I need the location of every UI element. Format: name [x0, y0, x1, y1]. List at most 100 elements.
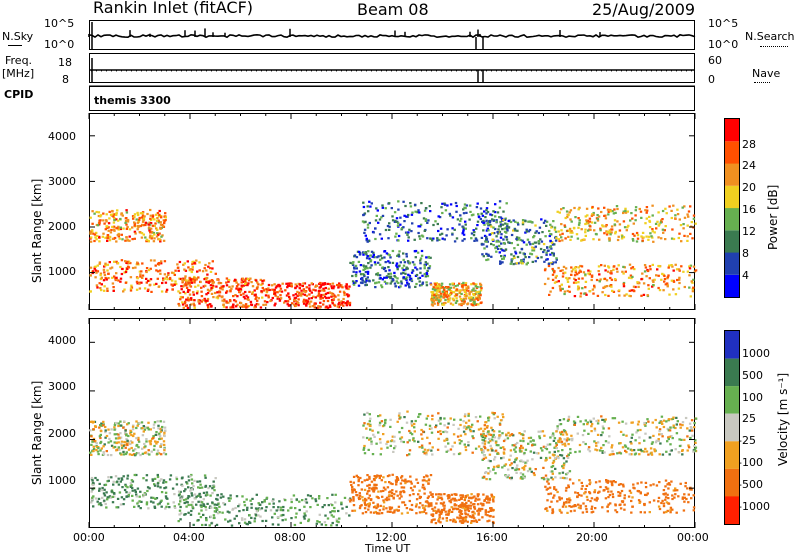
power-cell [470, 290, 473, 293]
power-cell [462, 297, 466, 300]
velocity-range-tick-1000: 1000 [48, 474, 76, 487]
power-cell [608, 229, 611, 232]
power-cell [557, 238, 560, 241]
velocity-cell [596, 449, 599, 452]
velocity-cell [474, 416, 478, 419]
power-cell [475, 206, 479, 209]
velocity-cell [604, 497, 608, 500]
velocity-cell [481, 516, 484, 519]
power-cell [595, 233, 598, 236]
power-cell [629, 274, 633, 277]
power-cell [365, 237, 368, 240]
power-cell [371, 255, 374, 258]
power-cell [259, 306, 263, 309]
power-cell [161, 225, 165, 228]
velocity-cell [486, 432, 489, 435]
velocity-cell [389, 418, 392, 421]
power-cell [651, 228, 654, 231]
power-cell [369, 254, 372, 257]
velocity-cell [586, 423, 589, 426]
power-cell [395, 262, 399, 265]
velocity-cell [152, 435, 155, 438]
velocity-cell [675, 423, 678, 426]
velocity-cell [674, 493, 677, 496]
power-cell [197, 276, 200, 279]
velocity-cell [122, 498, 126, 501]
power-cell [126, 220, 130, 223]
power-cell [273, 288, 276, 291]
power-cell [424, 275, 427, 278]
power-cell [559, 269, 562, 272]
velocity-cell [497, 465, 500, 469]
velocity-cell [335, 518, 338, 521]
velocity-cell [166, 497, 169, 500]
power-cell [568, 229, 571, 232]
velocity-cell [462, 505, 466, 508]
power-cell [516, 229, 519, 232]
power-cell [163, 215, 166, 218]
power-cell [213, 291, 217, 295]
power-cell [686, 235, 689, 238]
power-cell [610, 231, 613, 234]
velocity-cell [565, 473, 568, 476]
power-cell [241, 305, 244, 308]
velocity-cell [453, 504, 456, 507]
power-cell [362, 213, 366, 216]
velocity-cell [665, 420, 668, 423]
velocity-cell [487, 441, 490, 444]
velocity-cell [111, 501, 115, 504]
velocity-cell [128, 491, 131, 494]
velocity-cell [490, 438, 494, 441]
velocity-cell [580, 487, 583, 490]
velocity-cell [259, 503, 262, 506]
velocity-cell [671, 437, 674, 440]
power-cell [414, 285, 417, 288]
velocity-cell [497, 464, 500, 467]
power-cell [391, 277, 394, 281]
power-cell [657, 211, 660, 214]
velocity-cell [372, 488, 376, 491]
velocity-cell [557, 440, 560, 443]
power-cell [655, 227, 658, 230]
power-cell [610, 270, 613, 273]
power-cell [93, 212, 96, 215]
velocity-cell [219, 496, 223, 499]
velocity-cell [99, 433, 102, 436]
power-cell [439, 233, 442, 236]
velocity-cell [666, 493, 669, 496]
power-cell [185, 279, 188, 282]
power-cell [585, 222, 588, 225]
velocity-cell [120, 496, 124, 499]
velocity-cell [572, 505, 575, 508]
power-cell [471, 296, 475, 300]
power-cell [580, 228, 583, 231]
velocity-cell [482, 454, 486, 457]
velocity-cell [487, 472, 490, 475]
power-cell [437, 215, 440, 218]
velocity-cell [561, 430, 564, 433]
power-cell [296, 285, 299, 288]
power-cell [153, 233, 156, 236]
power-cell [294, 283, 297, 286]
velocity-cell [401, 479, 404, 482]
power-cell [664, 207, 667, 210]
power-cell [418, 276, 422, 279]
velocity-cell [100, 504, 103, 507]
velocity-cell [183, 501, 186, 505]
power-cell [441, 303, 444, 306]
velocity-cell [119, 424, 122, 427]
velocity-cell [393, 493, 396, 496]
power-tick-20: 20 [742, 181, 756, 194]
power-cell [231, 305, 234, 308]
velocity-cell [380, 447, 383, 450]
velocity-cell [212, 516, 216, 520]
power-cell [293, 299, 296, 302]
velocity-cell [433, 506, 437, 509]
velocity-cell [388, 491, 391, 494]
power-cell [627, 224, 630, 227]
power-cell [354, 281, 357, 284]
power-cell [632, 239, 635, 242]
velocity-cell [421, 504, 424, 507]
power-cell [632, 222, 635, 225]
power-cell [95, 271, 98, 274]
